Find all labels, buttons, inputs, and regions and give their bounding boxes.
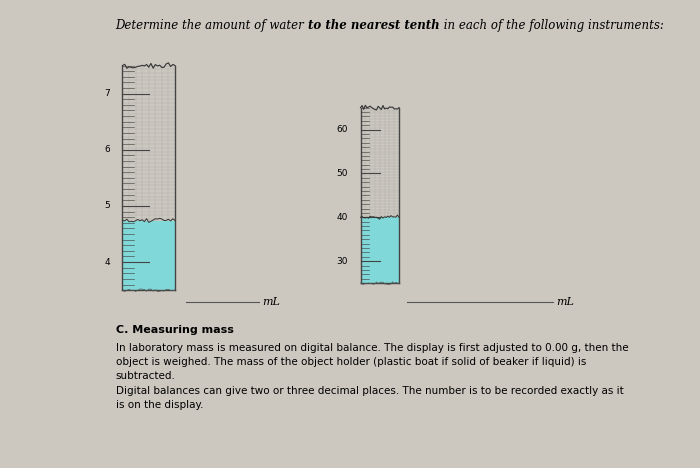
Text: Determine the amount of water: Determine the amount of water — [116, 19, 308, 32]
Text: 60: 60 — [337, 125, 348, 134]
Text: to the nearest tenth: to the nearest tenth — [308, 19, 440, 32]
Text: 4: 4 — [104, 257, 110, 267]
Text: Digital balances can give two or three decimal places. The number is to be recor: Digital balances can give two or three d… — [116, 386, 623, 410]
Text: 50: 50 — [337, 169, 348, 178]
Text: 30: 30 — [337, 257, 348, 266]
Text: mL: mL — [262, 297, 281, 307]
Text: 5: 5 — [104, 201, 110, 211]
Text: mL: mL — [556, 297, 575, 307]
Text: 6: 6 — [104, 145, 110, 154]
Text: In laboratory mass is measured on digital balance. The display is first adjusted: In laboratory mass is measured on digita… — [116, 343, 628, 381]
Text: 40: 40 — [337, 213, 348, 222]
Text: 7: 7 — [104, 89, 110, 98]
Bar — [122, 220, 175, 290]
Text: C. Measuring mass: C. Measuring mass — [116, 325, 233, 335]
Text: in each of the following instruments:: in each of the following instruments: — [440, 19, 664, 32]
Bar — [360, 217, 399, 283]
